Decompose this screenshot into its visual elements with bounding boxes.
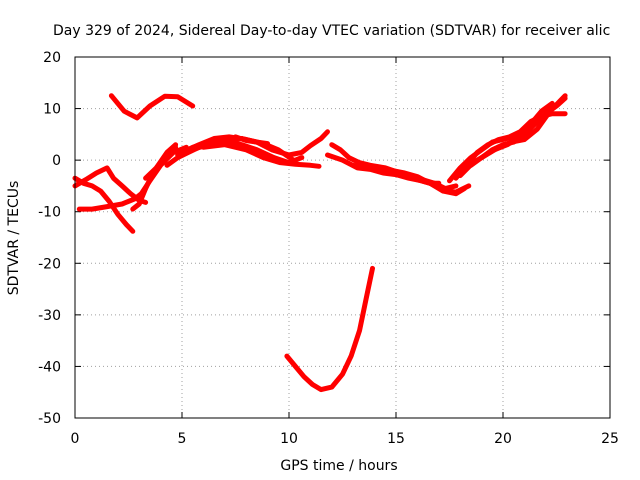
series-line xyxy=(414,177,472,195)
y-axis-label: SDTVAR / TECUs xyxy=(6,181,22,296)
x-tick-label: 10 xyxy=(280,431,298,447)
series-line xyxy=(479,100,555,161)
data-series xyxy=(72,93,568,393)
y-tick-label: -40 xyxy=(38,359,61,375)
series-line xyxy=(233,134,271,147)
y-tick-label: -10 xyxy=(38,205,61,221)
series-line xyxy=(108,93,196,121)
x-tick-label: 15 xyxy=(387,431,405,447)
y-tick-label: -50 xyxy=(38,411,61,427)
y-tick-label: -20 xyxy=(38,256,61,272)
x-tick-label: 25 xyxy=(601,431,619,447)
series-line xyxy=(453,111,568,181)
x-tick-label: 0 xyxy=(71,431,80,447)
series-line xyxy=(200,142,322,169)
series-line xyxy=(72,175,136,234)
x-tick-label: 20 xyxy=(494,431,512,447)
y-tick-label: -30 xyxy=(38,308,61,324)
plot-frame xyxy=(74,56,611,419)
x-axis-label: GPS time / hours xyxy=(280,458,397,474)
series-line xyxy=(76,144,189,212)
y-tick-label: 20 xyxy=(43,50,61,66)
axis-ticks xyxy=(74,56,611,419)
tick-labels: 0 5 10 15 20 25 -50 -40 -30 -20 -10 0 10 20 xyxy=(38,50,619,447)
chart-title: Day 329 of 2024, Sidereal Day-to-day VTE… xyxy=(53,23,610,39)
grid-lines xyxy=(75,57,610,418)
series-line xyxy=(284,265,375,393)
x-tick-label: 5 xyxy=(178,431,187,447)
y-tick-label: 10 xyxy=(43,102,61,118)
series-line xyxy=(143,142,179,181)
y-tick-label: 0 xyxy=(52,153,61,169)
